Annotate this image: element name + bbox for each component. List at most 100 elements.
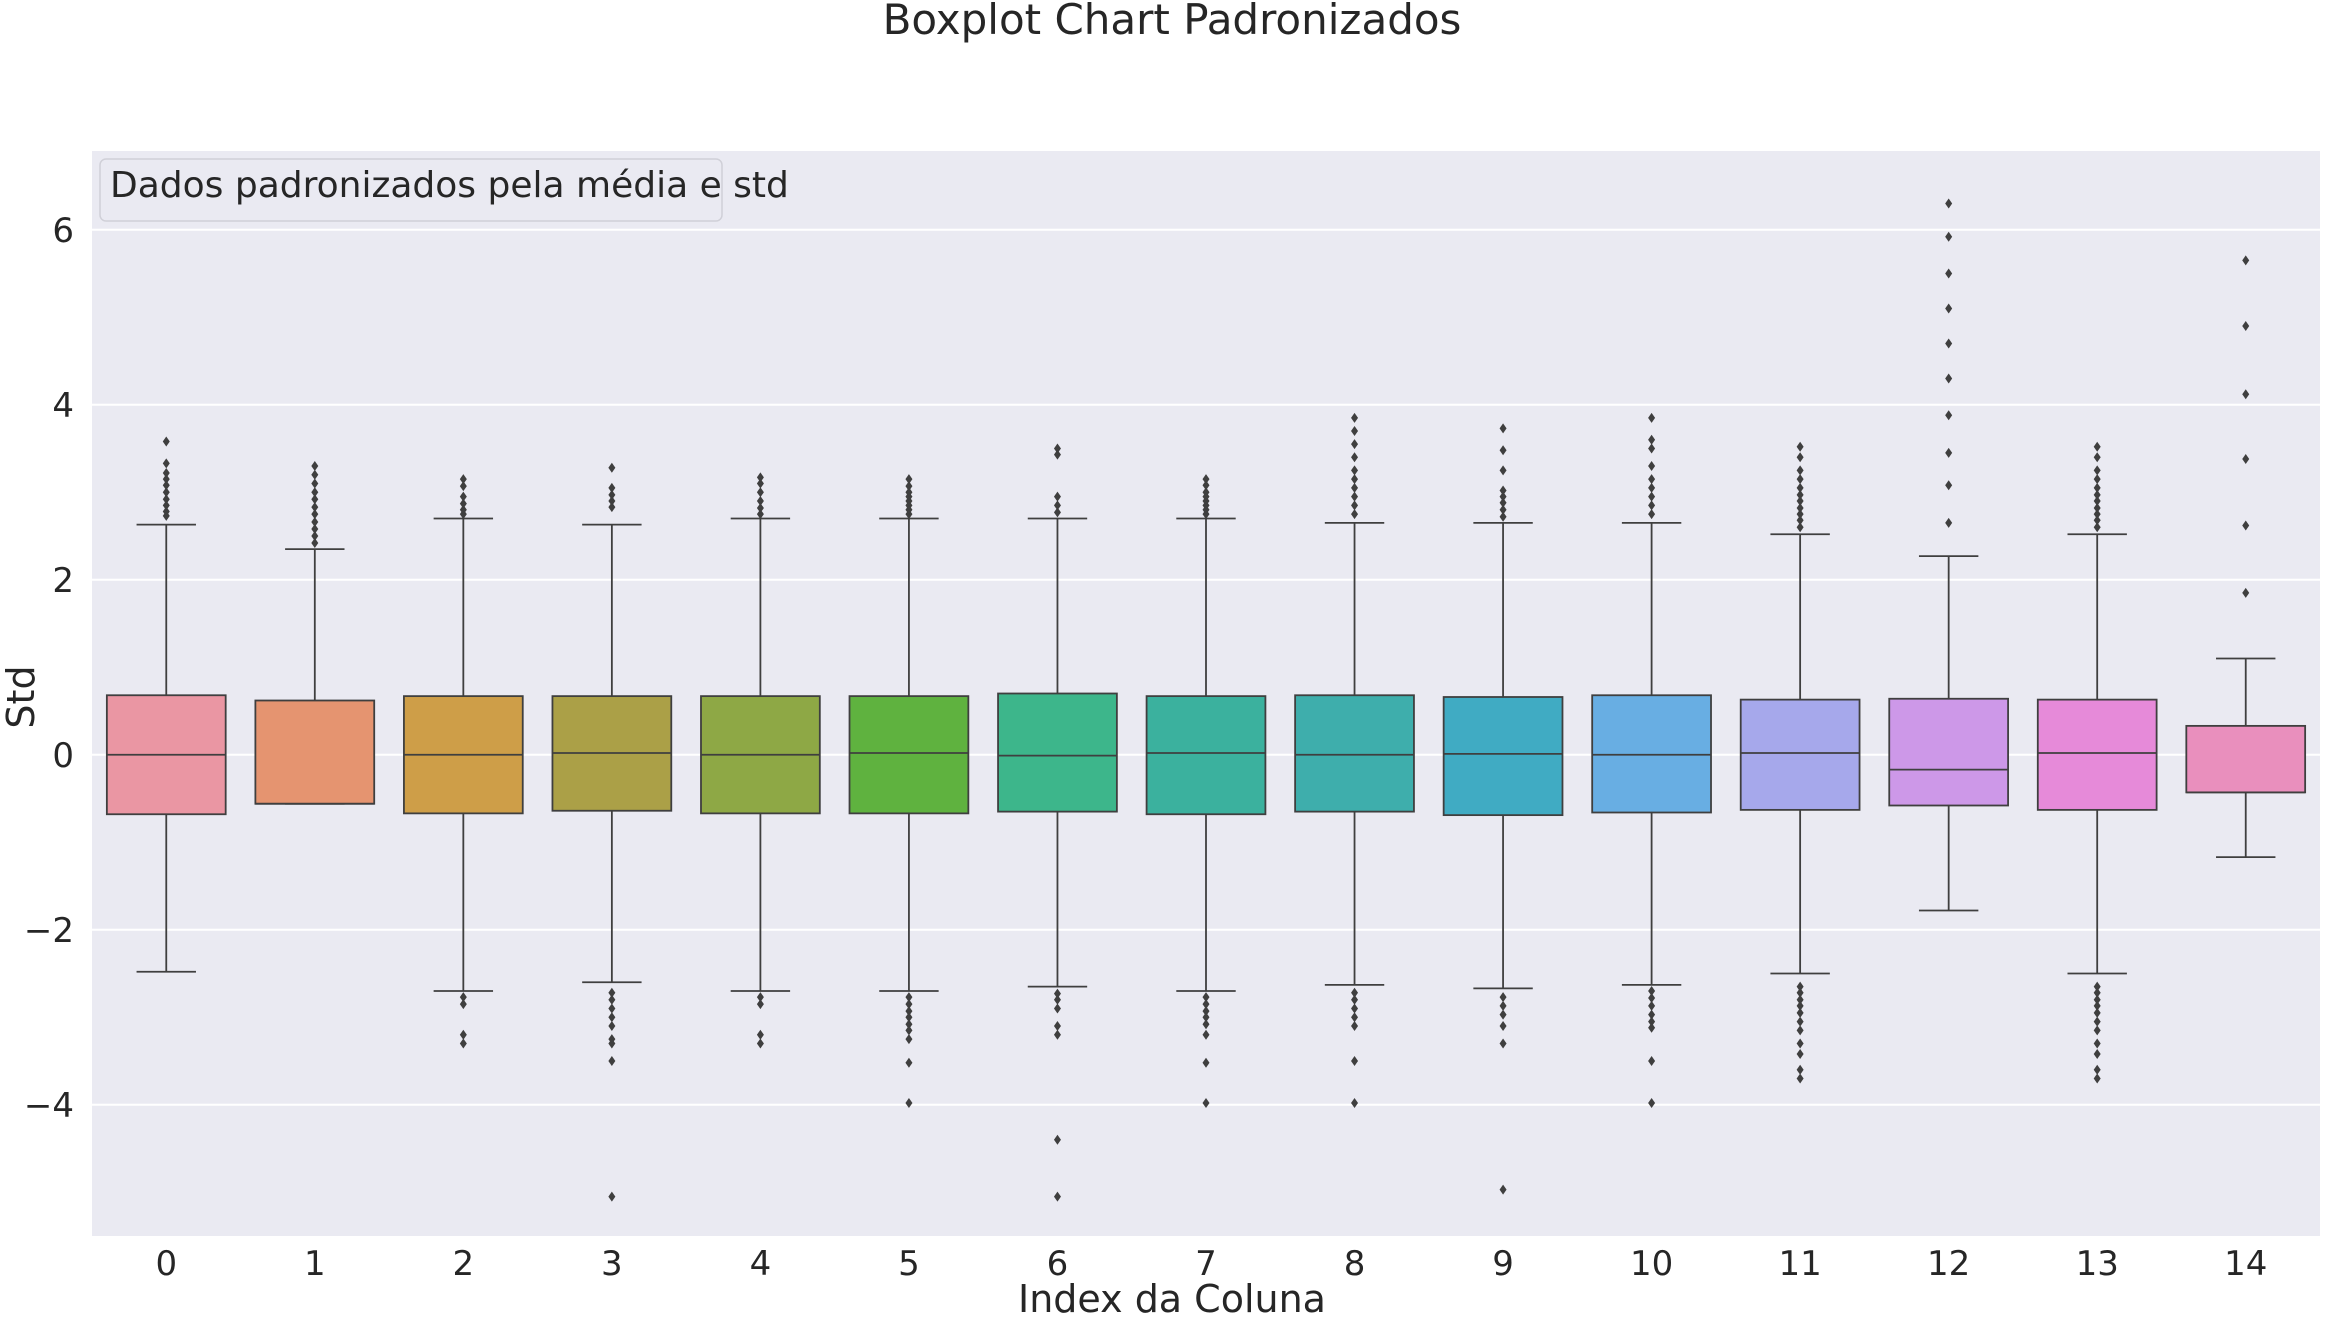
outlier-point [311, 524, 319, 534]
box-iqr [2185, 724, 2307, 794]
outlier-point [162, 436, 170, 447]
outlier-point [459, 999, 467, 1010]
outlier-point [2093, 1016, 2101, 1027]
x-tick-label: 9 [1492, 1244, 1514, 1284]
outlier-point [1053, 500, 1061, 511]
outlier-point [1499, 465, 1507, 476]
box-iqr [848, 695, 970, 815]
outlier-point [311, 461, 319, 471]
outlier-point [1945, 198, 1953, 209]
outlier-point [608, 502, 616, 513]
outlier-point [1499, 1021, 1507, 1031]
x-tick-label: 0 [155, 1244, 177, 1284]
outlier-point [2093, 515, 2101, 526]
outlier-point [608, 1038, 616, 1049]
outlier-point [1648, 412, 1656, 423]
y-tick-labels: −4 −2 0 2 4 6 [24, 211, 74, 1126]
outlier-point [2093, 465, 2101, 476]
outlier-point [1796, 1007, 1804, 1018]
outlier-point [1648, 461, 1656, 471]
outlier-point [311, 509, 319, 520]
outlier-point [459, 504, 467, 515]
outlier-point [1796, 1016, 1804, 1027]
outlier-point [905, 1019, 913, 1030]
outlier-point [1796, 1000, 1804, 1011]
outlier-point [1499, 423, 1507, 434]
outlier-point [608, 1003, 616, 1014]
box-iqr [997, 692, 1118, 813]
box-iqr [1145, 695, 1267, 816]
outlier-point [1351, 987, 1359, 998]
outlier-point [2093, 489, 2101, 500]
outlier-point [1053, 1003, 1061, 1014]
outlier-point [311, 517, 319, 527]
outlier-point [1053, 491, 1061, 502]
outlier-point [311, 494, 319, 505]
outlier-point [1351, 439, 1359, 450]
x-tick-label: 4 [750, 1244, 772, 1284]
outlier-point [1796, 981, 1804, 992]
x-tick-label: 2 [453, 1244, 475, 1284]
box-4 [700, 472, 821, 1049]
y-tick-label: −2 [24, 911, 74, 951]
box-6 [997, 443, 1118, 1202]
outlier-point [1499, 511, 1507, 522]
outlier-point [1648, 491, 1656, 502]
box-iqr [1442, 696, 1564, 817]
outlier-point [608, 994, 616, 1005]
outlier-point [1053, 1191, 1061, 1202]
outlier-point [1351, 412, 1359, 423]
y-axis-label: Std [0, 665, 43, 728]
outlier-point [1648, 1098, 1656, 1108]
outlier-point [1648, 1022, 1656, 1033]
outlier-point [1351, 452, 1359, 463]
outlier-point [2093, 1073, 2101, 1084]
box-13 [2036, 441, 2158, 1084]
outlier-point [1351, 465, 1359, 476]
outlier-point [2093, 987, 2101, 998]
outlier-point [905, 1034, 913, 1045]
outlier-point [1648, 1016, 1656, 1027]
outlier-point [459, 491, 467, 502]
outlier-point [2242, 321, 2250, 331]
x-tick-label: 5 [898, 1244, 920, 1284]
outlier-point [1202, 992, 1210, 1003]
outlier-point [608, 1012, 616, 1023]
outlier-point [756, 1038, 764, 1049]
outlier-point [756, 1029, 764, 1040]
outlier-point [1499, 1009, 1507, 1020]
x-tick-label: 3 [601, 1244, 623, 1284]
outlier-point [1202, 999, 1210, 1010]
y-tick-label: −4 [24, 1086, 74, 1126]
outlier-point [2242, 587, 2250, 598]
outlier-point [608, 489, 616, 500]
outlier-point [608, 1021, 616, 1031]
y-tick-label: 2 [52, 561, 74, 601]
outlier-point [905, 999, 913, 1010]
x-tick-label: 7 [1195, 1244, 1217, 1284]
legend: Dados padronizados pela média e std [99, 158, 789, 222]
outlier-point [905, 487, 913, 498]
box-iqr [1739, 698, 1861, 811]
box-14 [2185, 255, 2307, 859]
outlier-point [162, 506, 170, 517]
outlier-point [1796, 503, 1804, 513]
x-tick-labels: 0 1 2 3 4 5 6 7 8 9 10 11 12 13 14 [155, 1244, 2267, 1284]
outlier-point [1945, 231, 1953, 242]
outlier-point [1796, 465, 1804, 476]
outlier-point [1053, 994, 1061, 1005]
legend-text: Dados padronizados pela média e std [110, 165, 789, 206]
outlier-point [1202, 1057, 1210, 1068]
y-tick-label: 4 [52, 386, 74, 426]
outlier-point [1499, 485, 1507, 496]
outlier-point [1796, 1073, 1804, 1084]
outlier-point [162, 480, 170, 491]
outlier-point [1648, 443, 1656, 454]
outlier-point [1499, 497, 1507, 508]
outlier-point [1648, 474, 1656, 485]
outlier-point [1499, 445, 1507, 456]
outlier-point [1053, 1021, 1061, 1031]
outlier-point [1053, 449, 1061, 460]
outlier-point [1796, 994, 1804, 1005]
outlier-point [1796, 482, 1804, 493]
